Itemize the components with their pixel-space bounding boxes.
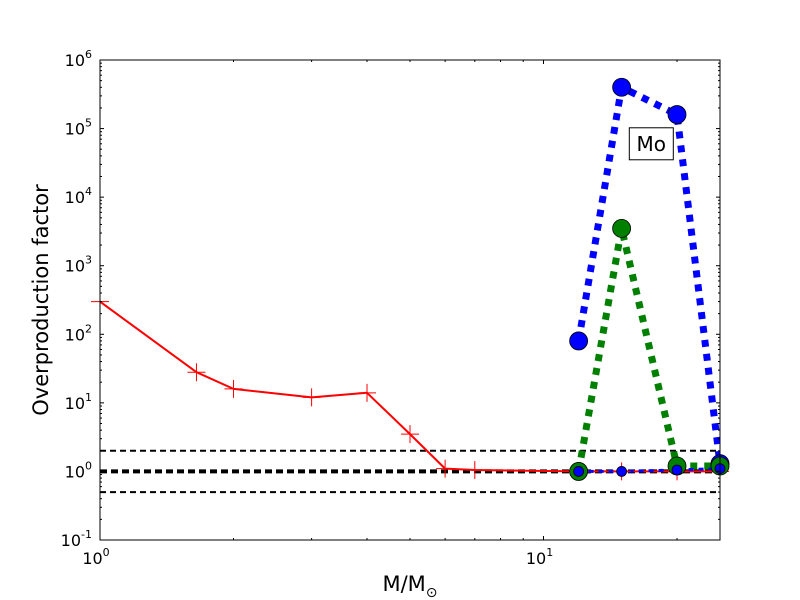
x-tick-label: 100 <box>82 546 109 568</box>
x-tick-label: 101 <box>526 546 553 568</box>
data-point-0-1 <box>187 363 206 382</box>
reference-lines <box>100 449 720 494</box>
x-axis-label-text: M/M <box>382 572 425 596</box>
data-point-0-2 <box>224 379 243 398</box>
data-point-1-0 <box>569 331 589 351</box>
y-tick-label: 105 <box>65 117 92 139</box>
data-point-0-4 <box>358 383 377 402</box>
series-lines <box>100 83 720 473</box>
x-axis-label-symbol: ⊙ <box>426 585 438 600</box>
x-axis-label: M/M⊙ <box>382 572 437 600</box>
data-point-0-7 <box>465 460 484 479</box>
plot-area <box>100 60 720 540</box>
data-point-3-1 <box>616 466 628 477</box>
y-tick-label: 100 <box>65 459 92 481</box>
data-point-1-2 <box>667 105 687 124</box>
data-point-0-5 <box>401 425 419 444</box>
data-point-2-1 <box>612 219 632 238</box>
data-point-1-1 <box>612 77 632 97</box>
annotation-box-0 <box>628 127 674 161</box>
data-point-0-3 <box>302 388 321 407</box>
y-tick-label: 106 <box>65 48 92 70</box>
data-point-3-2 <box>671 464 683 476</box>
y-tick-label: 101 <box>65 391 92 413</box>
y-tick-label: 103 <box>65 254 92 276</box>
series-line-3 <box>578 467 720 473</box>
series-line-1 <box>575 83 720 465</box>
series-line-2 <box>575 224 720 473</box>
y-tick-label: 102 <box>65 322 92 344</box>
y-tick-label: 104 <box>65 185 92 207</box>
data-point-3-0 <box>573 466 585 477</box>
annotation-text-0: Mo <box>637 132 667 156</box>
data-point-0-6 <box>436 459 455 478</box>
y-tick-label: 10-1 <box>61 528 92 550</box>
annotations: Mo <box>628 127 674 161</box>
y-axis-label: Overproduction factor <box>29 184 53 416</box>
